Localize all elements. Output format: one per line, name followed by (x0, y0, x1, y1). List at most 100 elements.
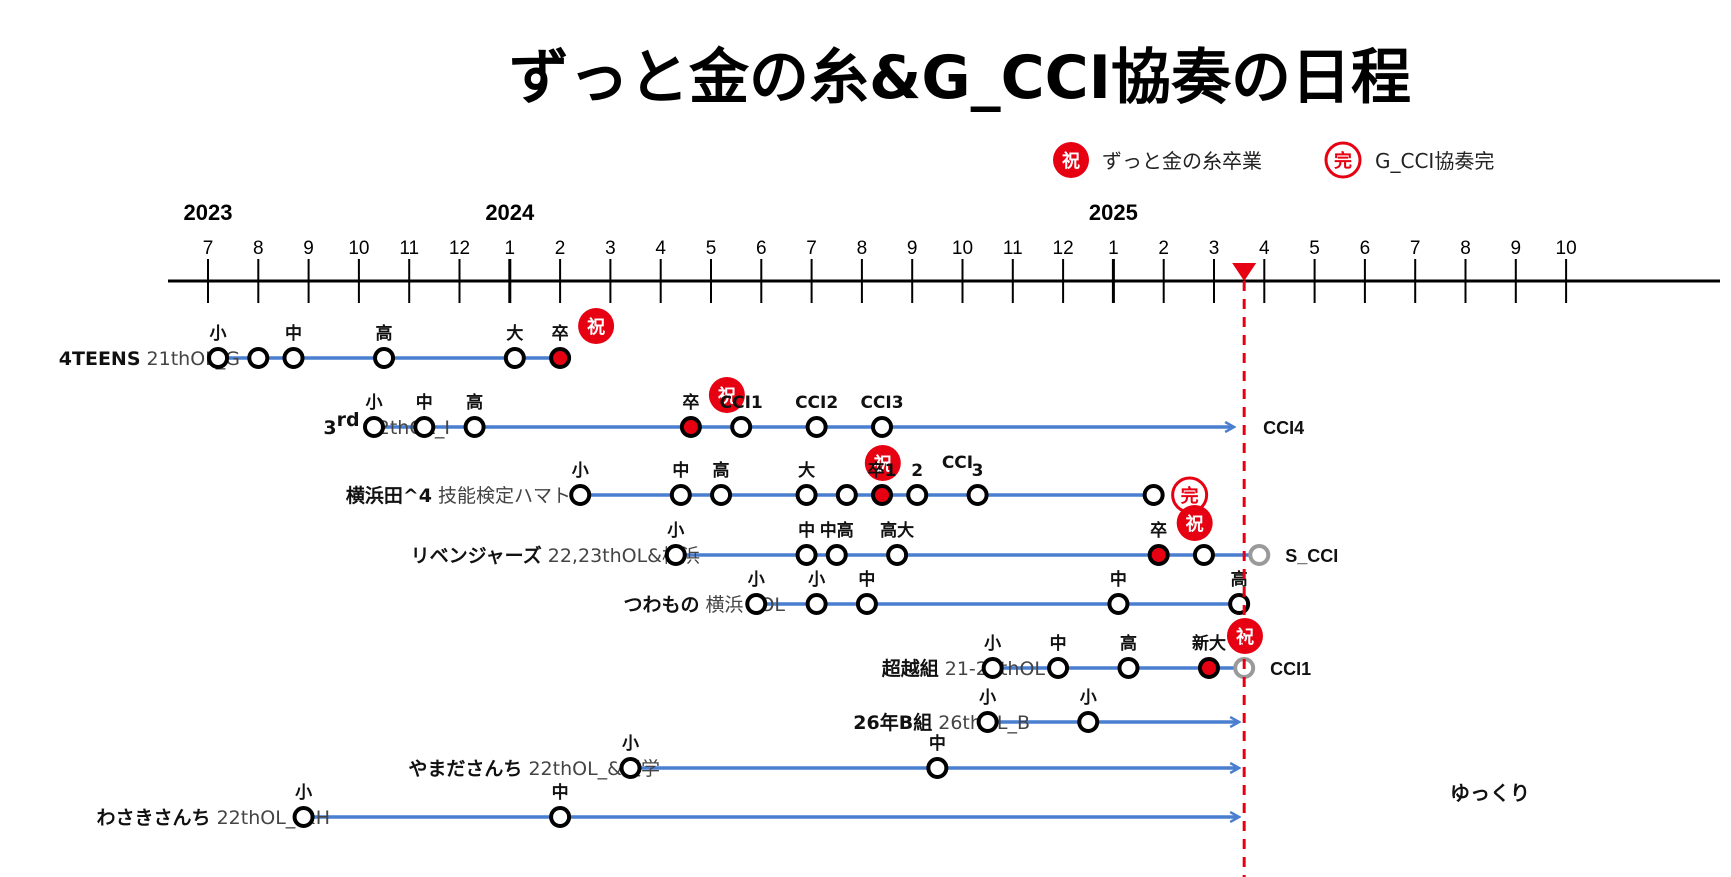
group-name: 3 (323, 417, 336, 439)
timeline-row: 超越組 21-26thOL 小 中 高 新大祝 CCI1 (881, 618, 1311, 680)
month-label: 10 (1556, 238, 1577, 259)
row-label: 26年B組 26thOL_B (853, 711, 1030, 734)
celebration-badge-icon (1176, 505, 1213, 541)
page-title: ずっと金の糸&G_CCI協奏の日程 (509, 43, 1411, 113)
milestone-label: 高大 (880, 520, 914, 541)
milestone-node (976, 711, 999, 733)
milestone-label: 小 (1080, 688, 1097, 708)
milestone-label: 中高 (820, 520, 854, 541)
month-label: 8 (857, 238, 868, 259)
milestone-node (981, 657, 1004, 679)
legend-grad-label: ずっと金の糸卒業 (1102, 149, 1262, 173)
month-label: 10 (348, 238, 369, 259)
milestone-node (906, 484, 929, 506)
group-name-superscript: rd (337, 409, 360, 431)
group-description: 技能検定ハマトレ (432, 485, 590, 507)
milestone-node (664, 544, 687, 566)
month-label: 9 (303, 238, 314, 259)
milestone-label: 小 (622, 734, 639, 754)
milestone-node (795, 484, 818, 506)
month-label: 8 (253, 238, 264, 259)
timeline-row: わさきさんち 22thOL_I&H小中 (97, 782, 1239, 829)
timeline-row: 4TEENS 21thOL_G小中高大卒祝 (59, 308, 615, 370)
group-name: やまださんち (408, 758, 522, 780)
milestone-label: 大 (506, 323, 523, 344)
milestone-node (1117, 657, 1140, 679)
milestone-node (745, 593, 768, 615)
cci-group-label: CCI (942, 453, 973, 473)
month-label: 4 (1259, 238, 1270, 259)
today-marker (1232, 263, 1257, 877)
milestone-node (669, 484, 692, 506)
group-name: 超越組 (881, 657, 939, 680)
milestone-label: 中 (929, 733, 946, 754)
milestone-label: 高 (1120, 633, 1137, 654)
milestone-label: 高 (713, 460, 730, 481)
milestone-label: 高 (376, 323, 393, 344)
month-label: 11 (399, 238, 419, 259)
milestone-label: 小 (295, 783, 312, 803)
legend-graduation: 祝 ずっと金の糸卒業 (1053, 142, 1262, 178)
group-description: 22,23thOL&横浜 (542, 545, 700, 567)
milestone-node (679, 416, 702, 438)
milestone-node (871, 484, 894, 506)
group-name: 26年B組 (853, 711, 932, 734)
month-label: 7 (203, 238, 214, 259)
celebration-badge-icon (708, 377, 745, 413)
milestone-label: 中 (858, 569, 875, 590)
completion-badge-icon (1324, 141, 1362, 179)
milestone-node (549, 347, 572, 369)
group-name: 横浜田^4 (346, 484, 432, 507)
milestone-label: 卒 (682, 392, 699, 413)
milestone-label: 新大 (1192, 633, 1226, 654)
milestone-node (1197, 657, 1220, 679)
month-label: 11 (1003, 238, 1023, 259)
month-label: 7 (1410, 238, 1421, 259)
month-label: 5 (1309, 238, 1320, 259)
row-label: 超越組 21-26thOL (881, 657, 1046, 680)
milestone-label: CCI3 (860, 393, 903, 413)
month-label: 6 (1360, 238, 1371, 259)
group-description: 横浜+OL (699, 594, 785, 616)
milestone-node (926, 757, 949, 779)
milestone-label: 大 (798, 460, 815, 481)
legend-grad-badge-text: 祝 (1062, 150, 1080, 172)
row-end-label: S_CCI (1285, 546, 1338, 566)
milestone-label: 小 (808, 570, 825, 590)
month-label: 10 (952, 238, 973, 259)
milestone-node (569, 484, 592, 506)
milestone-label: 小 (210, 324, 227, 344)
timeline-rows: 4TEENS 21thOL_G小中高大卒祝3rd 22thOL_I小中高卒祝CC… (59, 308, 1338, 829)
year-label: 2024 (485, 200, 535, 225)
milestone-label: 卒 (552, 323, 569, 344)
milestone-node (282, 347, 305, 369)
celebration-badge-text: 祝 (874, 453, 892, 475)
footer-note: ゆっくり (1450, 781, 1530, 805)
milestone-node (1147, 544, 1170, 566)
milestone-label: 小 (748, 570, 765, 590)
celebration-badge-text: 祝 (718, 385, 736, 407)
milestone-label: 中 (416, 392, 433, 413)
milestone-node (1192, 544, 1215, 566)
month-label: 12 (1053, 238, 1074, 259)
milestone-label: 中 (1110, 569, 1127, 590)
row-end-label: CCI1 (1270, 659, 1311, 679)
group-name: つわもの (623, 594, 699, 616)
milestone-label: 中 (285, 323, 302, 344)
timeline-row: つわもの 横浜+OL小小中中高 (623, 569, 1251, 616)
milestone-node (730, 416, 753, 438)
milestone-label: 中 (672, 460, 689, 481)
milestone-node (835, 484, 858, 506)
milestone-node (207, 347, 230, 369)
legend-done-badge-text: 完 (1334, 150, 1352, 172)
milestone-node (966, 484, 989, 506)
month-label: 7 (806, 238, 817, 259)
month-label: 3 (605, 238, 616, 259)
milestone-label: 卒1 (868, 460, 897, 481)
year-label: 2025 (1089, 200, 1138, 225)
legend-completion: 完 G_CCI協奏完 (1324, 141, 1494, 179)
milestone-node (463, 416, 486, 438)
milestone-node (1077, 711, 1100, 733)
